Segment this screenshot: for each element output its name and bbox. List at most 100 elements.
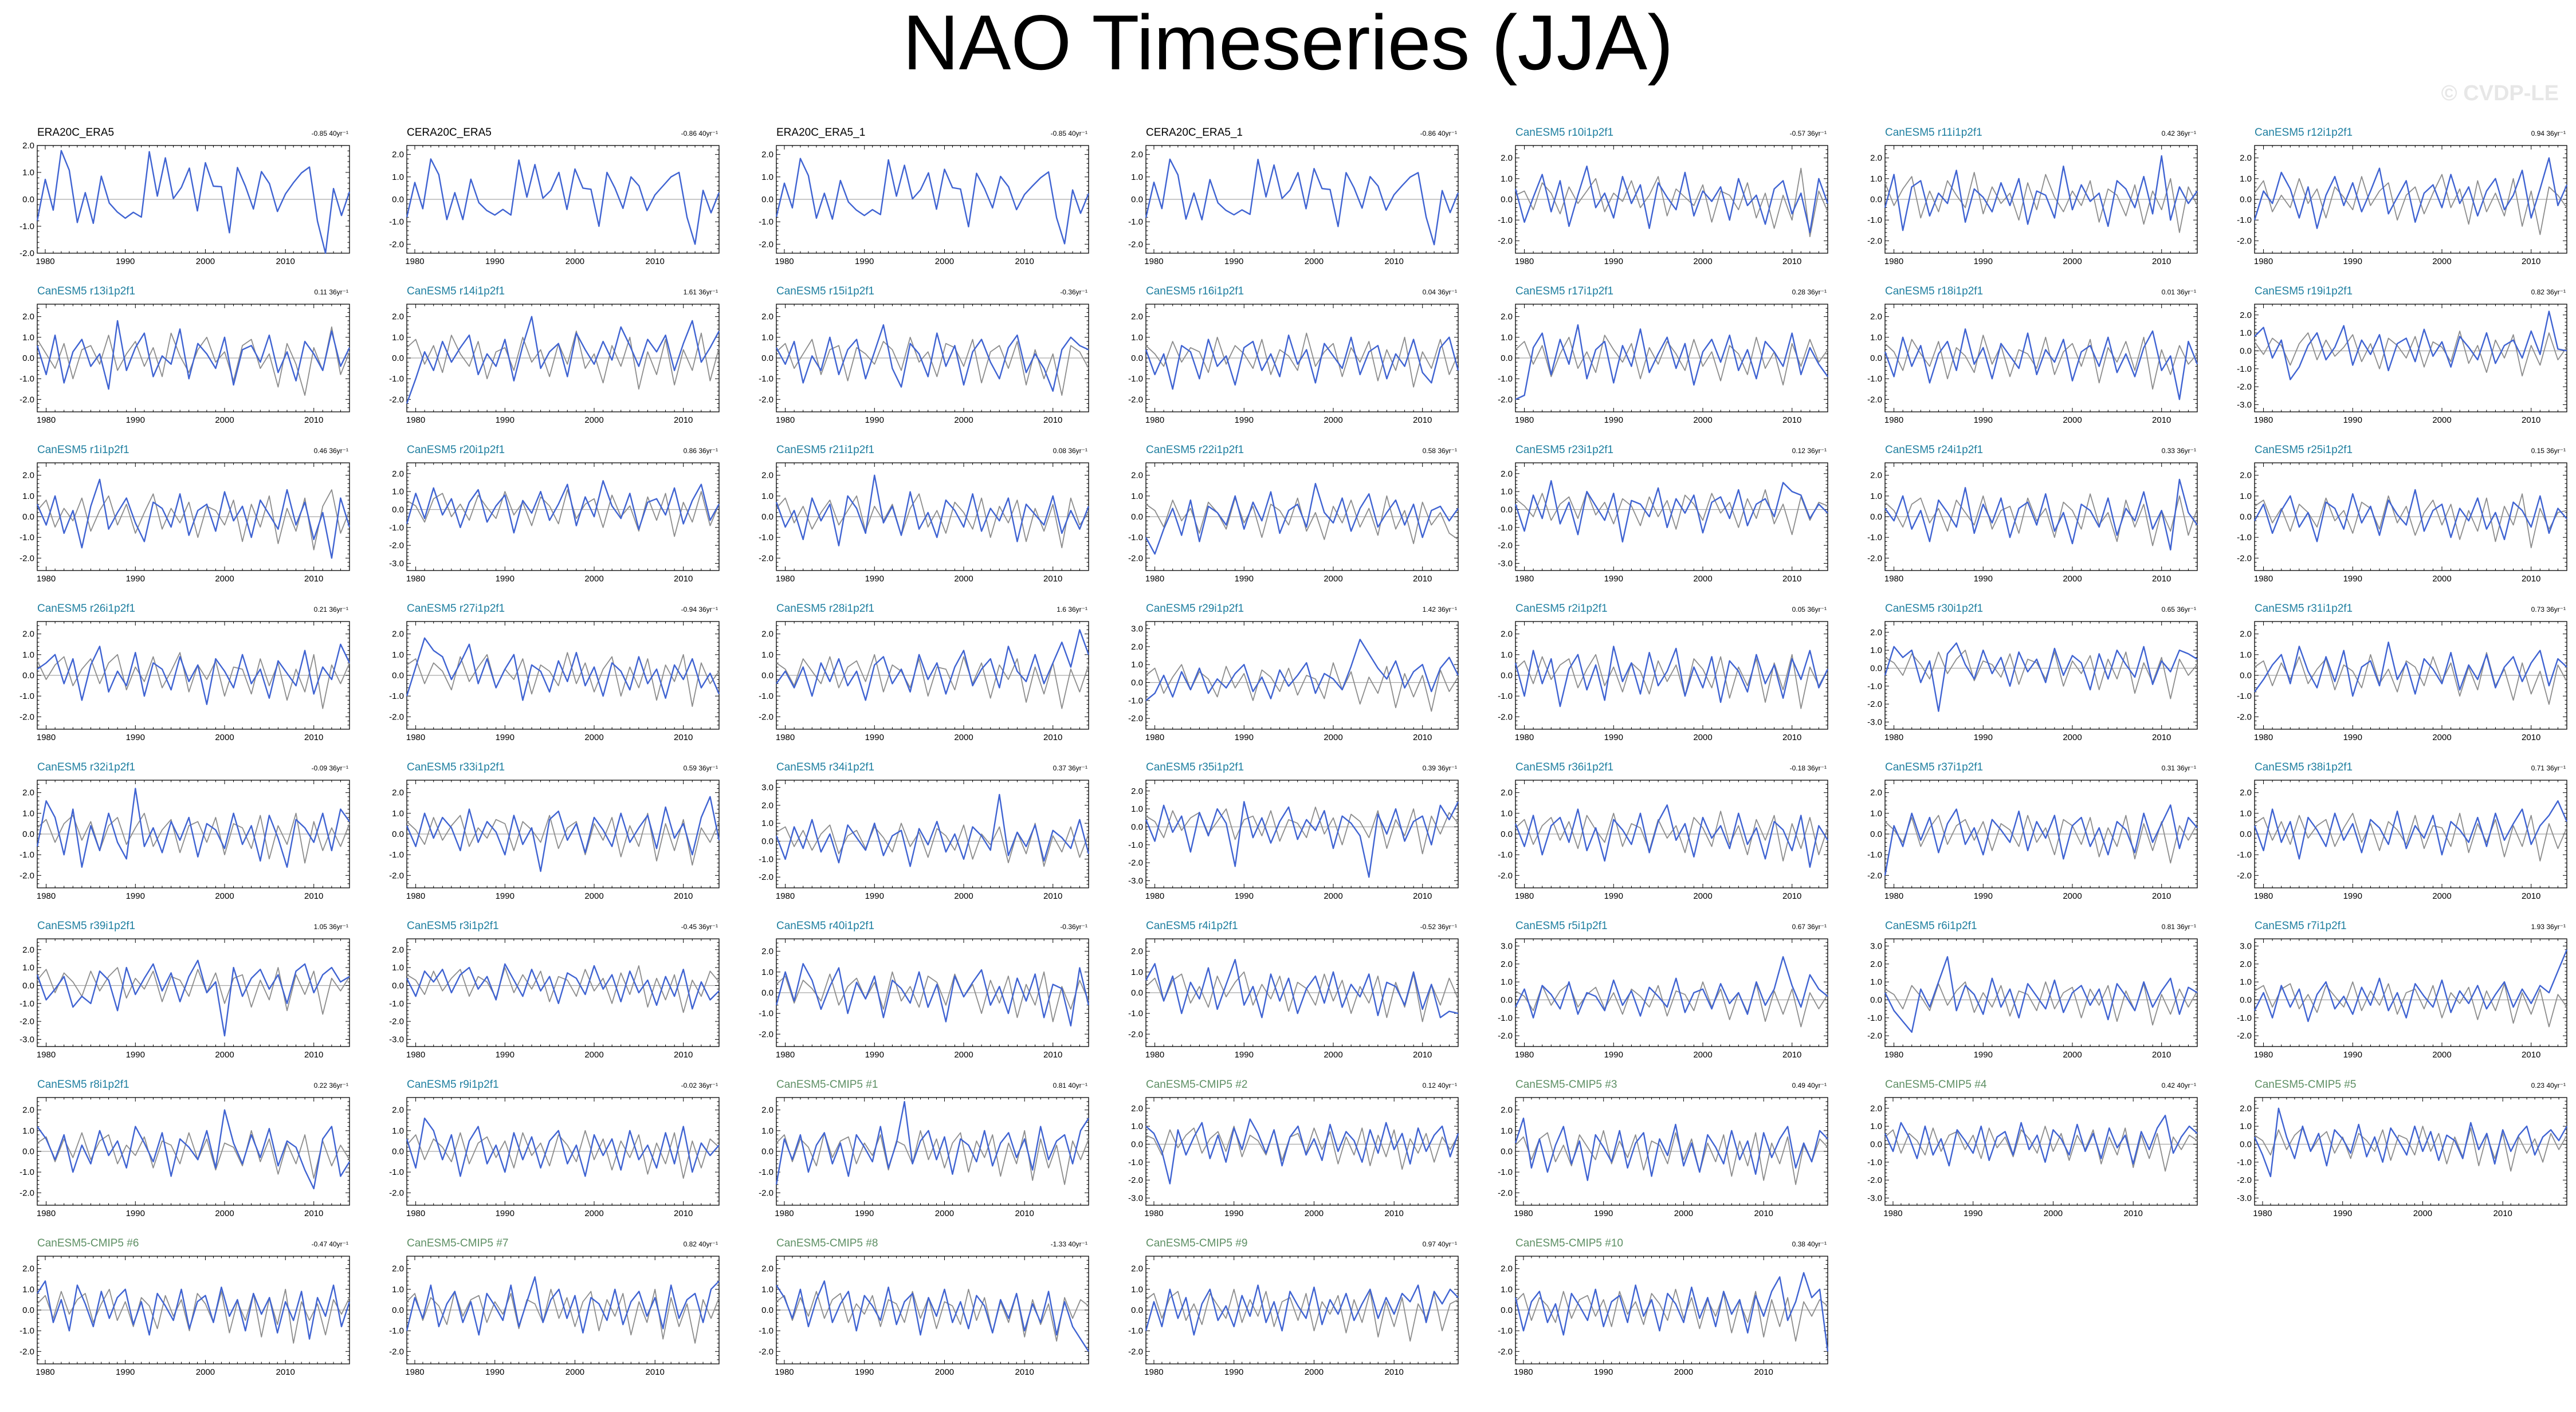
trend-label: 0.08 36yr⁻¹ xyxy=(1053,447,1087,455)
x-tick-label: 1990 xyxy=(1604,574,1623,584)
x-tick-label: 1980 xyxy=(37,574,56,584)
y-tick-label: 1.0 xyxy=(761,819,773,828)
chart-panel: CanESM5 r16i1p2f1 0.04 36yr⁻¹ 1980 1990 2000… xyxy=(1118,285,1459,429)
chart-panel: CERA20C_ERA5_1 -0.86 40yr⁻¹ 1980 1990 2000 20… xyxy=(1118,127,1459,270)
y-tick-label: -1.0 xyxy=(759,855,773,864)
y-tick-label: 2.0 xyxy=(761,801,773,811)
chart-panel: CanESM5 r10i1p2f1 -0.57 36yr⁻¹ 1980 1990 200… xyxy=(1487,127,1829,270)
x-tick-label: 2010 xyxy=(1043,733,1062,742)
y-tick-label: 0.0 xyxy=(1131,353,1143,363)
series-line-reference xyxy=(776,336,1089,396)
chart-panel: CanESM5 r32i1p2f1 -0.09 36yr⁻¹ 1980 1990 200… xyxy=(9,761,350,905)
x-tick-label: 2010 xyxy=(2152,574,2171,584)
chart-panel: CanESM5 r20i1p2f1 0.86 36yr⁻¹ 1980 1990 2000… xyxy=(379,444,720,588)
x-tick-label: 1980 xyxy=(775,257,794,266)
y-tick-label: -1.0 xyxy=(1128,217,1143,227)
y-tick-label: 2.0 xyxy=(22,312,34,322)
x-tick-label: 1990 xyxy=(126,574,145,584)
trend-label: 0.01 36yr⁻¹ xyxy=(2162,288,2196,296)
series-line-member xyxy=(1515,324,1828,400)
x-tick-label: 2010 xyxy=(1413,574,1432,584)
y-tick-label: 0.0 xyxy=(761,353,773,363)
y-tick-label: 0.0 xyxy=(1131,512,1143,522)
trend-label: 0.15 36yr⁻¹ xyxy=(2531,447,2566,455)
x-tick-label: 1990 xyxy=(116,257,135,266)
chart-panel: CanESM5 r25i1p2f1 0.15 36yr⁻¹ 1980 1990 2000… xyxy=(2226,444,2567,588)
y-tick-label: 3.0 xyxy=(761,783,773,793)
y-tick-label: 2.0 xyxy=(1501,788,1513,798)
panel-title: CanESM5 r13i1p2f1 xyxy=(37,285,135,297)
panel-title: CanESM5 r35i1p2f1 xyxy=(1146,761,1244,773)
y-tick-label: -3.0 xyxy=(1867,717,1882,727)
x-tick-label: 2010 xyxy=(304,733,323,742)
y-tick-label: 0.0 xyxy=(392,671,404,681)
panel-title: CanESM5 r29i1p2f1 xyxy=(1146,603,1244,615)
x-tick-label: 1990 xyxy=(496,415,515,425)
chart-panel: CanESM5 r19i1p2f1 0.82 36yr⁻¹ 1980 1990 2000… xyxy=(2226,285,2567,429)
y-tick-label: -2.0 xyxy=(1128,858,1143,868)
y-tick-label: -1.0 xyxy=(1498,691,1513,701)
y-tick-label: -2.0 xyxy=(1128,239,1143,249)
y-tick-label: -2.0 xyxy=(19,712,34,722)
trend-label: 0.21 36yr⁻¹ xyxy=(314,605,348,613)
chart-panel: CanESM5 r23i1p2f1 0.12 36yr⁻¹ 1980 1990 2000… xyxy=(1487,444,1828,588)
series-line-member xyxy=(1884,478,2198,551)
x-tick-label: 2010 xyxy=(304,415,323,425)
series-line-member xyxy=(1514,480,1828,543)
y-tick-label: 2.0 xyxy=(1870,628,1882,638)
chart-panel: CanESM5 r21i1p2f1 0.08 36yr⁻¹ 1980 1990 2000… xyxy=(748,444,1090,588)
y-tick-label: -1.0 xyxy=(759,691,773,701)
y-tick-label: 1.0 xyxy=(761,491,773,501)
x-tick-label: 2010 xyxy=(276,257,295,266)
x-tick-label: 1980 xyxy=(37,733,56,742)
y-tick-label: 0.0 xyxy=(1870,353,1882,363)
y-tick-label: 1.0 xyxy=(22,809,34,819)
y-tick-label: -2.0 xyxy=(1128,395,1143,404)
series-line-member xyxy=(406,637,720,701)
x-tick-label: 2010 xyxy=(1782,891,1801,901)
y-tick-label: 0.0 xyxy=(22,353,34,363)
chart-panel: CanESM5 r2i1p2f1 0.05 36yr⁻¹ 1980 1990 2000 2… xyxy=(1487,603,1829,746)
x-tick-label: 1980 xyxy=(1884,415,1903,425)
chart-svg: CanESM5 r25i1p2f1 0.15 36yr⁻¹ 1980 1990 2000… xyxy=(2237,444,2567,584)
series-line-reference xyxy=(406,652,720,707)
x-tick-label: 1980 xyxy=(1144,257,1163,266)
y-tick-label: 2.0 xyxy=(2240,154,2252,163)
trend-label: 0.86 36yr⁻¹ xyxy=(684,447,718,455)
chart-panel: CanESM5 r22i1p2f1 0.58 36yr⁻¹ 1980 1990 2000… xyxy=(1118,444,1459,588)
x-tick-label: 2000 xyxy=(1693,574,1712,584)
y-tick-label: -2.0 xyxy=(389,541,404,550)
chart-panel: CanESM5 r34i1p2f1 0.37 36yr⁻¹ 1980 1990 2000… xyxy=(748,761,1090,905)
panel-title: CanESM5 r30i1p2f1 xyxy=(1885,603,1983,615)
y-tick-label: -2.0 xyxy=(2237,236,2252,246)
x-tick-label: 2010 xyxy=(674,574,693,584)
y-tick-label: 2.0 xyxy=(1131,471,1143,481)
y-tick-label: -2.0 xyxy=(1867,553,1882,563)
x-tick-label: 1990 xyxy=(1604,257,1623,266)
y-tick-label: 0.0 xyxy=(1870,195,1882,204)
x-tick-label: 1990 xyxy=(1974,415,1993,425)
y-tick-label: -2.0 xyxy=(1867,699,1882,709)
y-tick-label: 2.0 xyxy=(2240,471,2252,481)
x-tick-label: 1990 xyxy=(865,891,884,901)
y-tick-label: 1.0 xyxy=(1870,491,1882,501)
chart-svg: CanESM5 r2i1p2f1 0.05 36yr⁻¹ 1980 1990 2000 2… xyxy=(1498,603,1829,742)
trend-label: -0.94 36yr⁻¹ xyxy=(681,605,718,613)
trend-label: 1.6 36yr⁻¹ xyxy=(1057,605,1087,613)
y-tick-label: -2.0 xyxy=(1867,236,1882,246)
panel-title: CanESM5 r26i1p2f1 xyxy=(37,603,135,615)
series-line-reference xyxy=(1515,654,1828,709)
panel-title: CanESM5 r16i1p2f1 xyxy=(1146,285,1244,297)
y-tick-label: -1.0 xyxy=(1498,850,1513,860)
x-tick-label: 1990 xyxy=(1974,891,1993,901)
series-line-member xyxy=(1145,482,1459,555)
x-tick-label: 2000 xyxy=(1324,733,1342,742)
x-tick-label: 2010 xyxy=(1782,574,1801,584)
y-tick-label: 0.0 xyxy=(761,195,773,204)
y-tick-label: -3.0 xyxy=(2237,400,2252,410)
x-tick-label: 2010 xyxy=(1043,415,1062,425)
y-tick-label: 2.0 xyxy=(22,630,34,639)
y-tick-label: -2.0 xyxy=(1498,712,1513,722)
y-tick-label: -2.0 xyxy=(2237,382,2252,392)
chart-panel: CanESM5 r17i1p2f1 0.28 36yr⁻¹ 1980 1990 2000… xyxy=(1487,285,1828,429)
